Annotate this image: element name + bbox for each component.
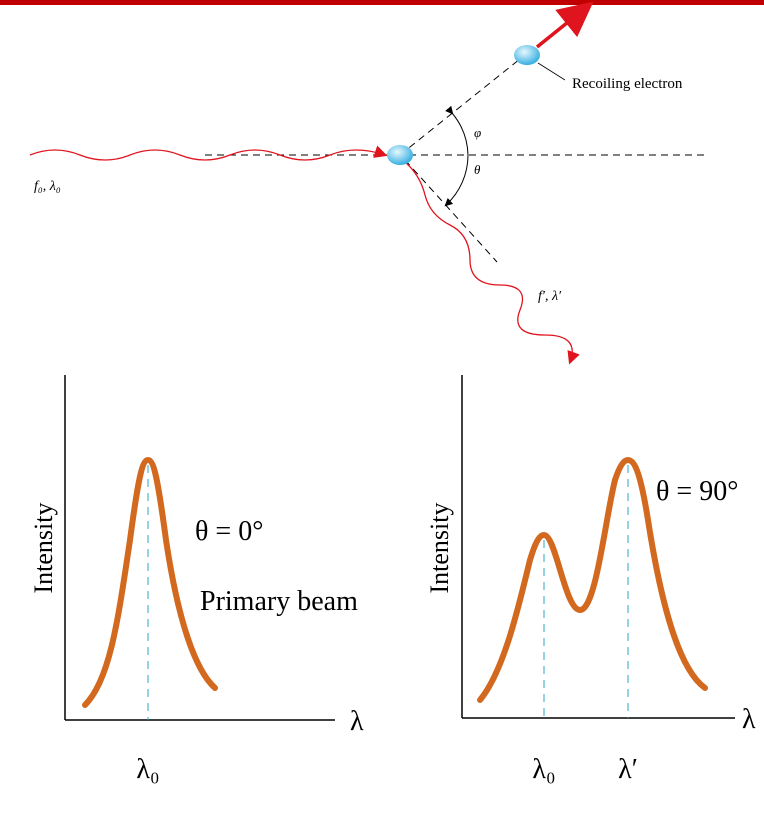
incident-photon [29,145,388,161]
intensity-curve [477,456,708,703]
note: Primary beam [200,586,358,617]
y-label: Intensity [425,503,454,594]
scattering-diagram: Recoiling electron φ θ f₀, λ₀ f′, λ′ [29,1,705,365]
incident-label: f₀, λ₀ [34,179,61,194]
theta-label: θ [474,162,481,177]
scattered-label: f′, λ′ [538,289,562,304]
leader [537,62,566,81]
electron-arrow [535,1,594,49]
top-bar [0,0,764,5]
phi-label: φ [474,125,481,140]
electron-path [399,54,526,156]
angle-label: θ = 0° [195,516,263,547]
peak-label: λ₀ [136,754,159,785]
peak-label: λ′ [618,754,638,785]
photon-direction [404,159,498,263]
intensity-curve [82,456,218,708]
x-label: λ [350,706,364,737]
scattered-photon [404,161,580,365]
recoil-electron [514,45,540,65]
plot-90: Intensity λ θ = 90° λ₀ λ′ [425,375,756,785]
phi-arc [445,105,469,156]
x-label: λ [742,704,756,735]
angle-label: θ = 90° [656,476,738,507]
y-label: Intensity [29,503,58,594]
electron-label: Recoiling electron [572,76,683,92]
peak-label: λ₀ [532,754,555,785]
theta-arc [444,154,469,207]
plot-primary: Intensity λ θ = 0° Primary beam λ₀ [29,375,364,785]
electron [387,145,413,165]
